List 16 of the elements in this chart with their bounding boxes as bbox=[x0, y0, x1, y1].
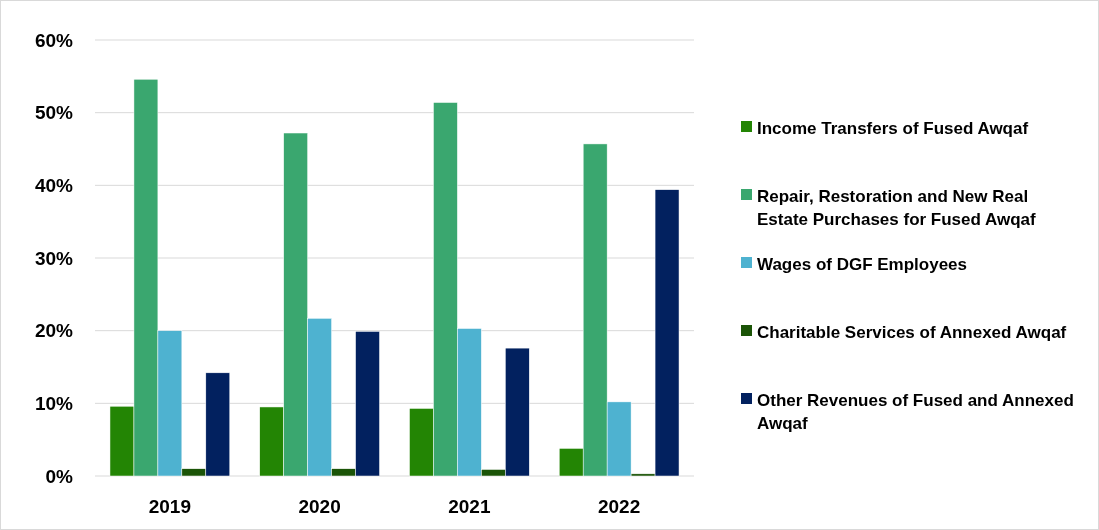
legend-label: Repair, Restoration and New Real Estate Purchases for Fused Awqaf bbox=[757, 186, 1037, 229]
y-tick-label: 0% bbox=[45, 465, 74, 487]
legend-label: Other Revenues of Fused and Annexed Awqaf bbox=[757, 390, 1074, 433]
y-tick-label: 10% bbox=[34, 392, 74, 414]
legend-label: Wages of DGF Employees bbox=[757, 254, 968, 274]
x-tick-label: 2021 bbox=[448, 496, 491, 517]
y-tick-label: 40% bbox=[34, 174, 74, 196]
x-tick-label: 2022 bbox=[597, 496, 641, 517]
legend-label: Charitable Services of Annexed Awqaf bbox=[757, 322, 1067, 342]
x-tick-label: 2020 bbox=[298, 496, 341, 517]
y-tick-label: 30% bbox=[34, 247, 74, 269]
x-tick-label: 2019 bbox=[148, 496, 192, 517]
y-tick-label: 20% bbox=[34, 320, 74, 342]
y-tick-label: 50% bbox=[34, 102, 74, 124]
legend-label: Income Transfers of Fused Awqaf bbox=[757, 118, 1029, 138]
y-tick-label: 60% bbox=[34, 29, 74, 51]
